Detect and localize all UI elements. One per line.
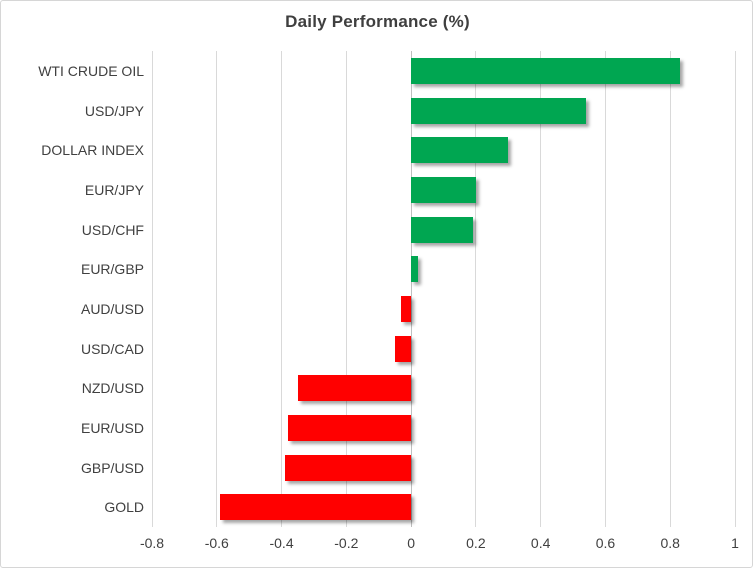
category-label: DOLLAR INDEX	[41, 142, 144, 159]
category-label: WTI CRUDE OIL	[38, 62, 144, 79]
bar	[220, 494, 412, 521]
bar	[284, 454, 412, 481]
category-label: EUR/JPY	[84, 181, 144, 198]
x-tick-label: 0.6	[595, 535, 616, 551]
gridline	[281, 51, 283, 527]
bar	[411, 137, 509, 164]
gridline	[540, 51, 542, 527]
gridline	[475, 51, 477, 527]
category-label: AUD/USD	[80, 300, 144, 317]
gridline	[345, 51, 347, 527]
bar	[411, 97, 586, 124]
category-label: NZD/USD	[81, 380, 144, 397]
category-label: USD/CHF	[81, 221, 144, 238]
category-label: USD/CAD	[80, 340, 144, 357]
bar	[411, 176, 476, 203]
category-label: GOLD	[104, 499, 144, 516]
gridline	[734, 51, 736, 527]
plot-area	[151, 51, 736, 527]
chart-title: Daily Performance (%)	[285, 12, 470, 31]
x-tick-label: -0.2	[334, 535, 359, 551]
gridline	[216, 51, 218, 527]
bar	[394, 335, 412, 362]
bar	[411, 256, 418, 283]
x-tick-label: -0.4	[269, 535, 294, 551]
category-label: USD/JPY	[84, 102, 144, 119]
category-label: EUR/USD	[80, 419, 144, 436]
bar	[288, 414, 412, 441]
x-tick-label: 0.8	[660, 535, 680, 551]
x-tick-label: 0.2	[466, 535, 486, 551]
bar	[411, 57, 680, 84]
category-label: GBP/USD	[80, 459, 144, 476]
gridline	[669, 51, 671, 527]
x-axis: -0.8 -0.6 -0.4 -0.2 0 0.2 0.4 0.6 0.8 1	[140, 535, 739, 555]
category-label: EUR/GBP	[80, 261, 144, 278]
x-tick-label: 0.4	[530, 535, 551, 551]
x-tick-label: 1	[731, 535, 739, 551]
x-tick-label: -0.6	[204, 535, 229, 551]
bar	[297, 375, 412, 402]
bar	[401, 295, 412, 322]
gridline	[604, 51, 606, 527]
x-tick-label: 0	[407, 535, 416, 551]
x-tick-label: -0.8	[139, 535, 165, 551]
bar	[411, 216, 473, 243]
category-axis: WTI CRUDE OIL USD/JPY DOLLAR INDEX EUR/JPY U…	[1, 51, 144, 527]
zero-gridline	[410, 51, 412, 527]
gridline	[151, 51, 153, 527]
